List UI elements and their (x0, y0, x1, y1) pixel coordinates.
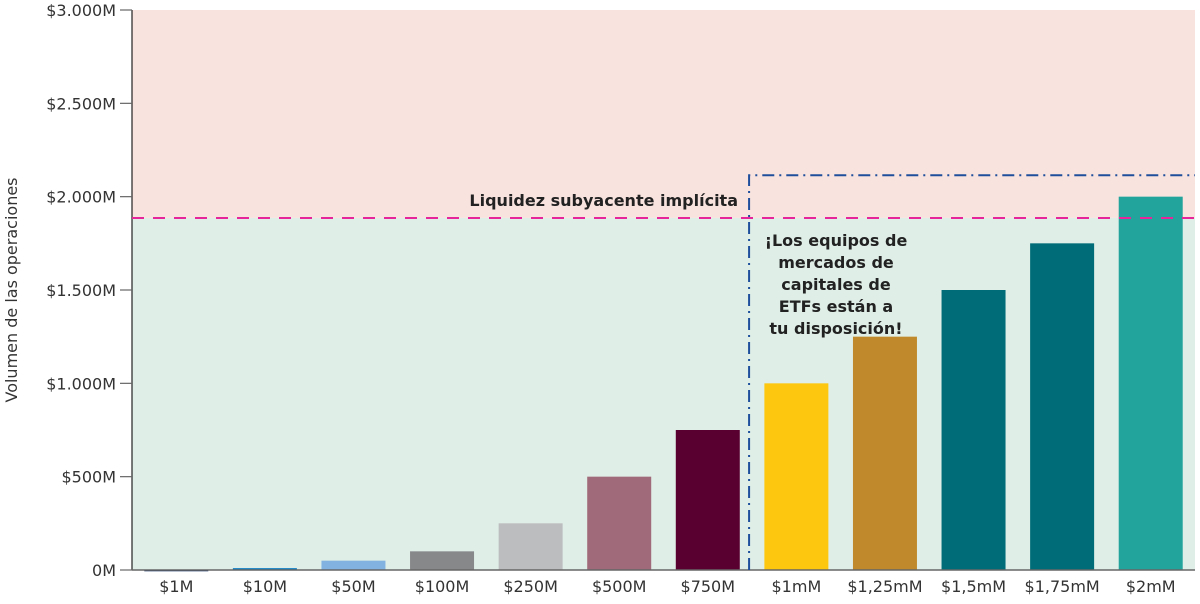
bar-6 (675, 430, 740, 570)
bar-11 (1118, 196, 1183, 570)
y-tick-label: $1.500M (46, 281, 116, 300)
threshold-label: Liquidez subyacente implícita (469, 191, 738, 210)
bar-1 (232, 568, 297, 570)
y-tick-label: $2.000M (46, 188, 116, 207)
bar-2 (321, 560, 386, 570)
bar-9 (941, 290, 1006, 570)
x-tick-label: $1,25mM (847, 577, 922, 596)
y-tick-label: $2.500M (46, 94, 116, 113)
x-tick-label: $1M (159, 577, 193, 596)
above-threshold-zone (132, 10, 1195, 218)
y-tick-label: $3.000M (46, 1, 116, 20)
x-tick-label: $50M (331, 577, 375, 596)
x-tick-label: $1,5mM (941, 577, 1006, 596)
x-tick-label: $750M (681, 577, 736, 596)
callout-text-line: tu disposición! (769, 319, 902, 338)
callout-box (748, 174, 1195, 570)
callout-text-line: capitales de (781, 275, 891, 294)
x-tick-label: $500M (592, 577, 647, 596)
callout-text-line: ¡Los equipos de (765, 231, 908, 250)
bar-10 (1030, 243, 1095, 571)
below-threshold-zone (132, 217, 1195, 571)
y-tick-label: 0M (92, 561, 116, 580)
x-tick-label: $1,75mM (1025, 577, 1100, 596)
y-tick-label: $1.000M (46, 374, 116, 393)
callout-text-line: ETFs están a (779, 297, 893, 316)
x-tick-label: $2mM (1126, 577, 1176, 596)
callout-text-line: mercados de (778, 253, 894, 272)
bar-8 (852, 336, 917, 570)
bar-7 (764, 383, 829, 570)
x-tick-label: $100M (415, 577, 470, 596)
bar-3 (410, 551, 475, 570)
y-tick-label: $500M (61, 468, 116, 487)
x-tick-label: $1mM (772, 577, 822, 596)
bar-4 (498, 523, 563, 570)
y-axis-label: Volumen de las operaciones (2, 177, 21, 402)
x-tick-label: $10M (243, 577, 287, 596)
bar-5 (587, 476, 652, 570)
x-tick-label: $250M (503, 577, 558, 596)
